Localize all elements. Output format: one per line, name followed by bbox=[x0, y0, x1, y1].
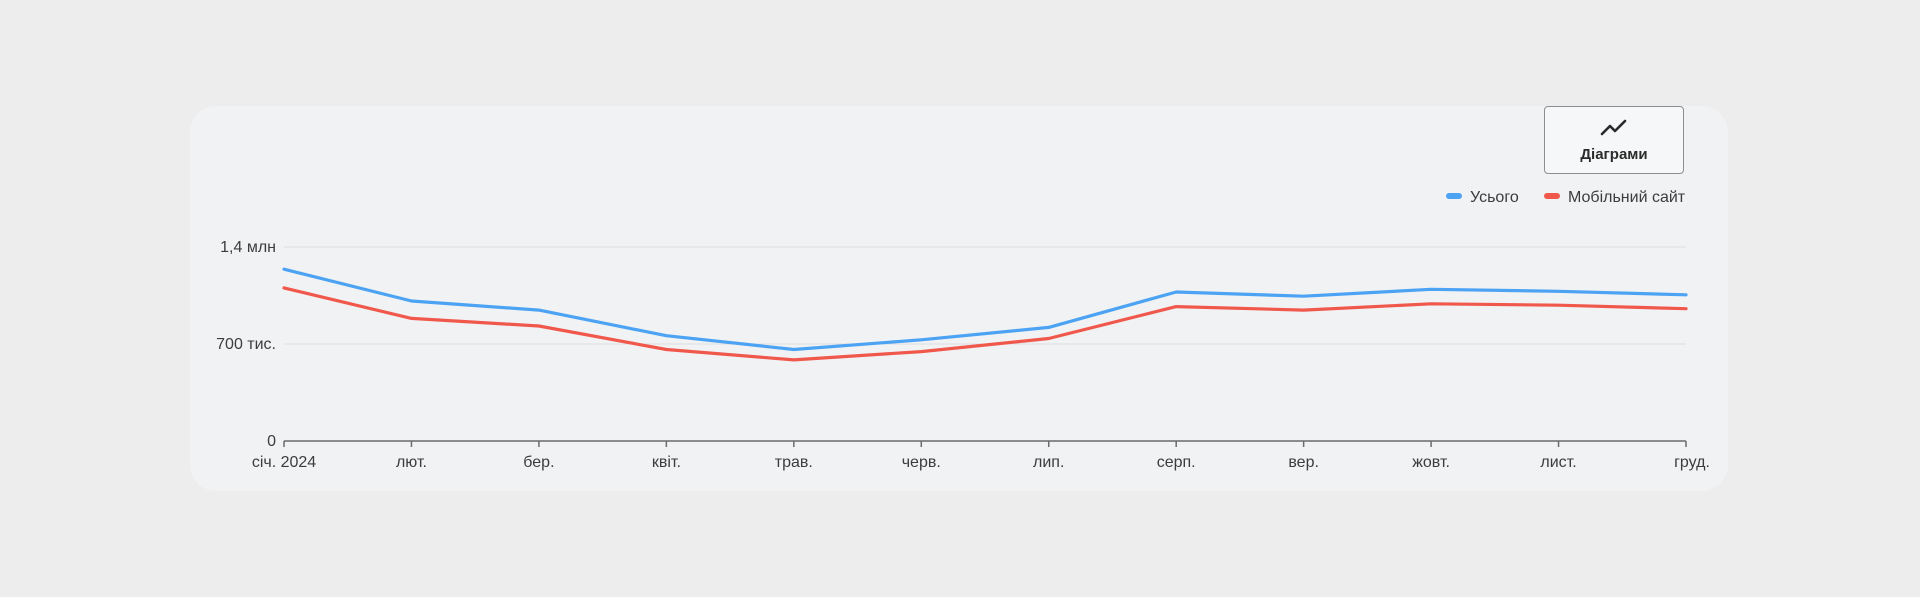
legend-item-total[interactable]: Усього bbox=[1446, 189, 1519, 206]
legend-swatch bbox=[1544, 193, 1560, 199]
charts-button[interactable]: Діаграми bbox=[1544, 106, 1684, 174]
legend-label: Усього bbox=[1470, 189, 1519, 206]
y-tick-label: 700 тис. bbox=[216, 336, 276, 353]
trending-up-icon bbox=[1600, 119, 1627, 136]
y-axis-ticks: 0 700 тис. 1,4 млн bbox=[216, 239, 276, 450]
x-tick-label: лип. bbox=[1033, 454, 1064, 471]
x-tick-label: квіт. bbox=[652, 454, 681, 471]
x-tick-label: січ. 2024 bbox=[252, 454, 316, 471]
charts-button-label: Діаграми bbox=[1580, 146, 1648, 163]
x-tick-label: трав. bbox=[775, 454, 813, 471]
legend[interactable]: Усього Мобільний сайт bbox=[1446, 189, 1686, 206]
legend-label: Мобільний сайт bbox=[1568, 189, 1686, 206]
x-tick-label: вер. bbox=[1288, 454, 1319, 471]
series-line-mobile-site[interactable] bbox=[282, 286, 1688, 362]
series-line-total[interactable] bbox=[282, 267, 1688, 352]
x-tick-label: серп. bbox=[1157, 454, 1196, 471]
y-tick-label: 1,4 млн bbox=[220, 239, 276, 256]
x-tick-label: лист. bbox=[1540, 454, 1576, 471]
legend-swatch bbox=[1446, 193, 1462, 199]
x-tick-label: черв. bbox=[902, 454, 941, 471]
chart-card bbox=[190, 106, 1728, 491]
gridlines bbox=[284, 246, 1686, 345]
y-tick-label: 0 bbox=[267, 433, 276, 450]
x-tick-label: бер. bbox=[523, 454, 554, 471]
x-tick-label: груд. bbox=[1674, 454, 1710, 471]
series-lines bbox=[282, 267, 1688, 362]
legend-item-mobile-site[interactable]: Мобільний сайт bbox=[1544, 189, 1686, 206]
x-tick-label: жовт. bbox=[1412, 454, 1450, 471]
x-tick-label: лют. bbox=[396, 454, 427, 471]
x-axis: січ. 2024 лют. бер. квіт. трав. черв. лип. серп… bbox=[252, 440, 1710, 471]
